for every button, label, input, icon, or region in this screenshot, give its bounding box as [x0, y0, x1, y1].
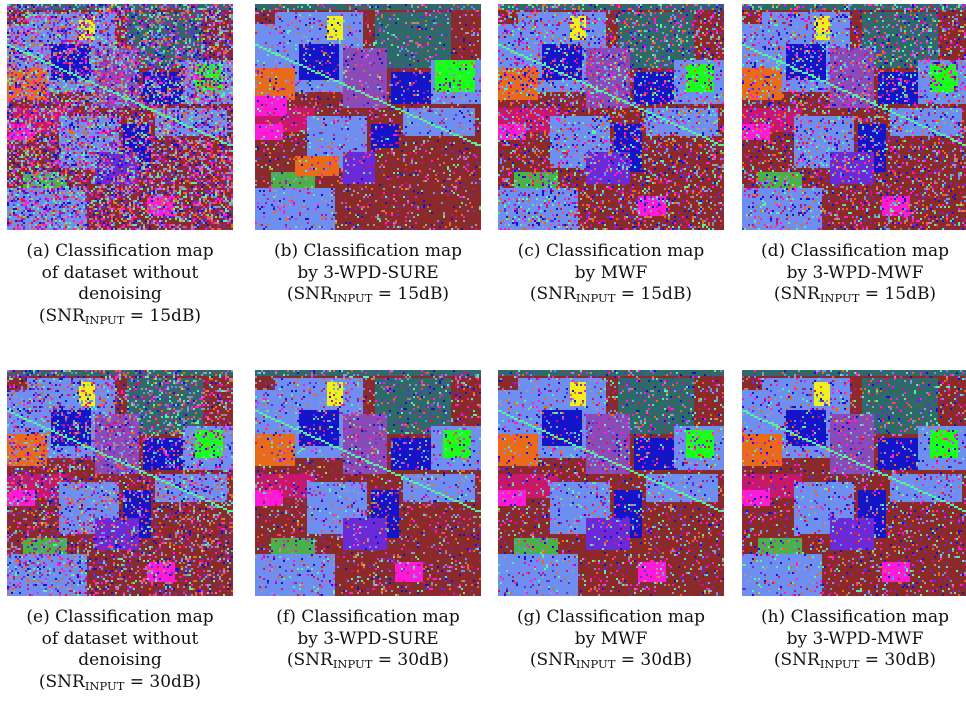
panel-b: (b) Classification map by 3-WPD-SURE (SN…	[255, 4, 481, 306]
panel-f: (f) Classification map by 3-WPD-SURE (SN…	[255, 370, 481, 672]
panel-c: (c) Classification map by MWF (SNRINPUT …	[498, 4, 724, 306]
caption-a: (a) Classification map of dataset withou…	[7, 241, 233, 327]
caption-line: of dataset without	[41, 262, 199, 283]
panel-e: (e) Classification map of dataset withou…	[7, 370, 233, 693]
panel-g: (g) Classification map by MWF (SNRINPUT …	[498, 370, 724, 672]
caption-g: (g) Classification map by MWF (SNRINPUT …	[498, 607, 724, 672]
caption-line: (f) Classification map	[276, 607, 460, 627]
caption-f: (f) Classification map by 3-WPD-SURE (SN…	[255, 607, 481, 672]
snr-label: (SNRINPUT = 30dB)	[286, 650, 450, 671]
caption-line: denoising	[78, 650, 162, 670]
caption-e: (e) Classification map of dataset withou…	[7, 607, 233, 693]
caption-b: (b) Classification map by 3-WPD-SURE (SN…	[255, 241, 481, 306]
caption-line: (h) Classification map	[760, 607, 950, 627]
snr-label: (SNRINPUT = 15dB)	[38, 305, 202, 327]
caption-line: (b) Classification map	[273, 241, 462, 261]
classification-map-f	[255, 370, 481, 596]
panel-a: (a) Classification map of dataset withou…	[7, 4, 233, 327]
classification-map-h	[742, 370, 966, 596]
classification-map-d	[742, 4, 966, 230]
caption-line: (d) Classification map	[760, 241, 949, 261]
caption-line: by 3-WPD-SURE	[297, 262, 439, 283]
classification-map-a	[7, 4, 233, 230]
caption-line: by MWF	[574, 262, 648, 283]
caption-line: by MWF	[574, 628, 648, 649]
snr-label: (SNRINPUT = 30dB)	[38, 671, 202, 693]
panel-h: (h) Classification map by 3-WPD-MWF (SNR…	[742, 370, 966, 672]
snr-label: (SNRINPUT = 30dB)	[529, 650, 693, 671]
snr-label: (SNRINPUT = 15dB)	[529, 284, 693, 305]
caption-line: of dataset without	[41, 628, 199, 649]
caption-line: by 3-WPD-MWF	[786, 628, 924, 649]
caption-c: (c) Classification map by MWF (SNRINPUT …	[498, 241, 724, 306]
snr-label: (SNRINPUT = 15dB)	[773, 284, 937, 305]
classification-map-g	[498, 370, 724, 596]
snr-label: (SNRINPUT = 15dB)	[286, 284, 450, 305]
caption-line: (a) Classification map	[26, 241, 214, 261]
classification-map-c	[498, 4, 724, 230]
caption-line: (e) Classification map	[26, 607, 214, 627]
caption-h: (h) Classification map by 3-WPD-MWF (SNR…	[742, 607, 966, 672]
caption-line: (g) Classification map	[516, 607, 705, 627]
caption-line: by 3-WPD-MWF	[786, 262, 924, 283]
caption-line: by 3-WPD-SURE	[297, 628, 439, 649]
classification-map-e	[7, 370, 233, 596]
caption-line: (c) Classification map	[517, 241, 705, 261]
caption-line: denoising	[78, 284, 162, 304]
caption-d: (d) Classification map by 3-WPD-MWF (SNR…	[742, 241, 966, 306]
panel-d: (d) Classification map by 3-WPD-MWF (SNR…	[742, 4, 966, 306]
snr-label: (SNRINPUT = 30dB)	[773, 650, 937, 671]
classification-map-b	[255, 4, 481, 230]
